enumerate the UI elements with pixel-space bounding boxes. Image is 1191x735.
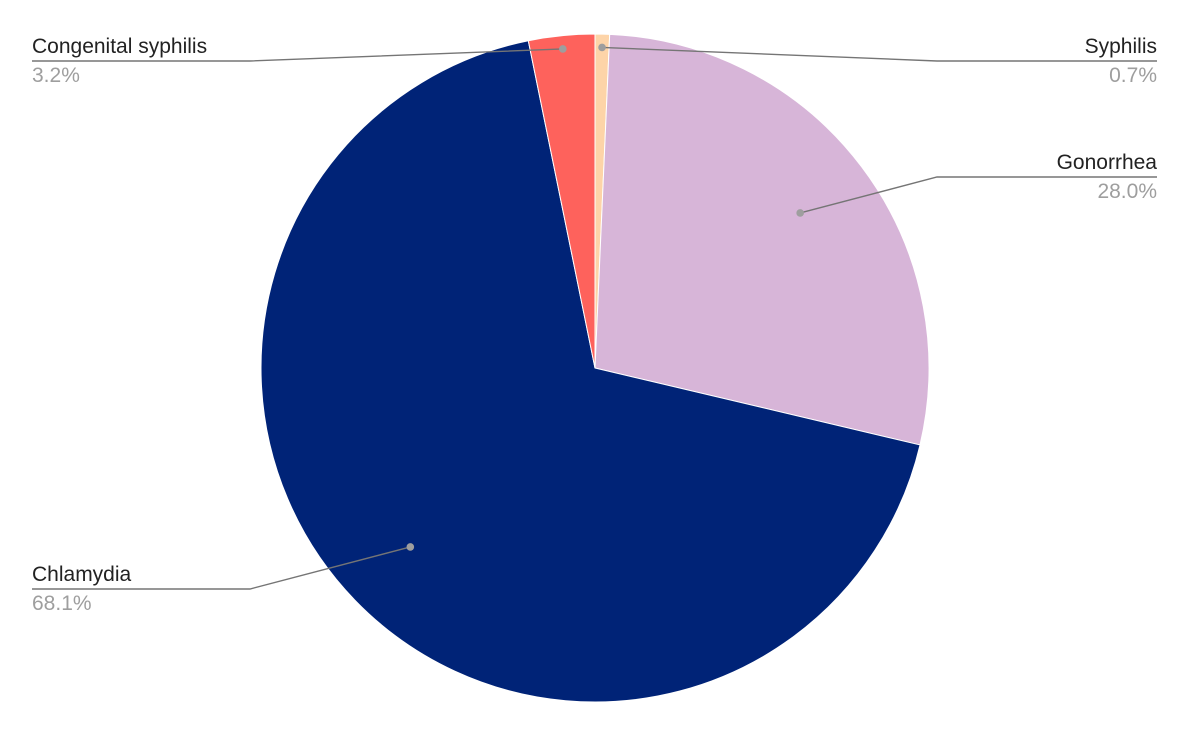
slice-label-congenital-syphilis: Congenital syphilis (32, 35, 207, 58)
leader-dot-chlamydia (406, 543, 415, 551)
leader-line-congenital-syphilis (32, 48, 563, 62)
pie-slice-gonorrhea (594, 33, 930, 446)
pie-slice-chlamydia (260, 40, 921, 703)
slice-value-congenital-syphilis: 3.2% (32, 64, 80, 87)
slice-label-gonorrhea: Gonorrhea (1057, 151, 1158, 174)
leader-dot-congenital-syphilis (559, 45, 567, 53)
pie-slices (260, 33, 930, 703)
slice-label-syphilis: Syphilis (1085, 35, 1157, 58)
slice-value-syphilis: 0.7% (1109, 64, 1157, 87)
leader-line-chlamydia (32, 546, 411, 590)
leader-line-gonorrhea (799, 176, 1157, 214)
leader-dot-gonorrhea (796, 209, 804, 217)
slice-value-chlamydia: 68.1% (32, 592, 92, 615)
leader-line-syphilis (602, 46, 1157, 62)
slice-label-chlamydia: Chlamydia (32, 563, 132, 586)
leader-lines (32, 43, 1157, 590)
slice-value-gonorrhea: 28.0% (1097, 180, 1157, 203)
leader-dot-syphilis (598, 43, 606, 52)
pie-slice-congenital-syphilis (527, 33, 596, 369)
